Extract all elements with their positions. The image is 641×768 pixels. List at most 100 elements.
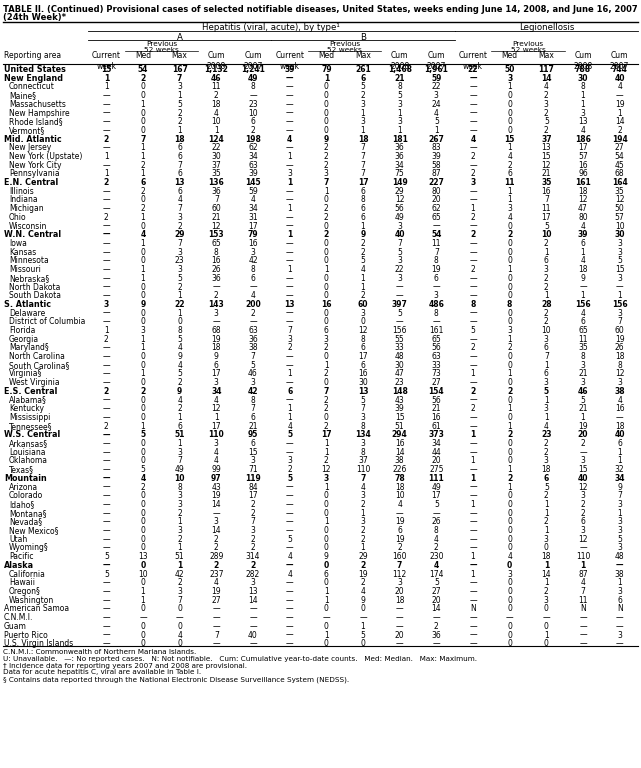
Text: —: — [469, 108, 477, 118]
Text: —: — [469, 335, 477, 344]
Text: —: — [103, 222, 110, 230]
Text: 1: 1 [324, 518, 329, 526]
Text: 13: 13 [542, 144, 551, 152]
Text: —: — [286, 482, 294, 492]
Text: 2: 2 [324, 343, 329, 353]
Text: 1: 1 [470, 456, 476, 465]
Text: —: — [286, 352, 294, 361]
Text: 6: 6 [177, 170, 182, 178]
Text: 314: 314 [246, 552, 260, 561]
Text: 37: 37 [212, 161, 221, 170]
Text: —: — [469, 465, 477, 474]
Text: 30: 30 [358, 378, 368, 387]
Text: 1,132: 1,132 [204, 65, 228, 74]
Text: 20: 20 [395, 587, 404, 596]
Text: 2: 2 [324, 161, 329, 170]
Text: 0: 0 [507, 317, 512, 326]
Text: 1: 1 [544, 578, 549, 588]
Text: Oregon§: Oregon§ [9, 587, 41, 596]
Text: 15: 15 [615, 265, 624, 274]
Text: 1: 1 [140, 587, 146, 596]
Text: 23: 23 [248, 100, 258, 109]
Text: 18: 18 [578, 187, 588, 196]
Text: 49: 49 [175, 465, 185, 474]
Text: 0: 0 [324, 492, 329, 500]
Text: Nevada§: Nevada§ [9, 518, 42, 526]
Text: 3: 3 [177, 248, 182, 257]
Text: 10: 10 [248, 108, 258, 118]
Text: Cum
2007: Cum 2007 [610, 51, 629, 71]
Text: 7: 7 [324, 178, 329, 187]
Text: 17: 17 [358, 352, 368, 361]
Text: 29: 29 [174, 230, 185, 240]
Text: 7: 7 [544, 196, 549, 204]
Text: 4: 4 [434, 108, 439, 118]
Text: —: — [396, 317, 403, 326]
Text: —: — [249, 91, 257, 100]
Text: —: — [286, 108, 294, 118]
Text: 2: 2 [361, 500, 365, 509]
Text: 4: 4 [287, 570, 292, 578]
Text: 0: 0 [324, 274, 329, 283]
Text: 35: 35 [541, 178, 551, 187]
Text: 56: 56 [431, 343, 441, 353]
Text: 227: 227 [428, 178, 444, 187]
Text: 1: 1 [581, 91, 585, 100]
Text: 1: 1 [177, 561, 182, 570]
Text: New Hampshire: New Hampshire [9, 108, 70, 118]
Text: —: — [249, 639, 257, 648]
Text: 154: 154 [429, 387, 444, 396]
Text: 19: 19 [212, 492, 221, 500]
Text: 0: 0 [507, 578, 512, 588]
Text: 4: 4 [177, 361, 182, 370]
Text: 111: 111 [428, 474, 444, 483]
Text: 38: 38 [615, 570, 624, 578]
Text: 7: 7 [177, 239, 182, 248]
Text: 6: 6 [177, 187, 182, 196]
Text: W.S. Central: W.S. Central [4, 430, 60, 439]
Text: 124: 124 [208, 134, 224, 144]
Text: 11: 11 [578, 596, 588, 604]
Text: 14: 14 [248, 596, 258, 604]
Text: 6: 6 [360, 74, 365, 83]
Text: 0: 0 [140, 622, 146, 631]
Text: —: — [286, 274, 294, 283]
Text: —: — [469, 118, 477, 126]
Text: —: — [469, 587, 477, 596]
Text: —: — [433, 613, 440, 622]
Text: 47: 47 [578, 204, 588, 214]
Text: 17: 17 [248, 222, 258, 230]
Text: —: — [103, 309, 110, 318]
Text: 8: 8 [507, 300, 512, 309]
Text: Max: Max [355, 51, 371, 61]
Text: —: — [286, 74, 294, 83]
Text: South Dakota: South Dakota [9, 291, 61, 300]
Text: Med: Med [135, 51, 151, 61]
Text: 36: 36 [431, 631, 441, 640]
Text: 2: 2 [324, 404, 329, 413]
Text: 0: 0 [507, 639, 512, 648]
Text: 16: 16 [578, 161, 588, 170]
Text: 3: 3 [214, 378, 219, 387]
Text: 3: 3 [581, 361, 585, 370]
Text: 0: 0 [324, 239, 329, 248]
Text: 0: 0 [507, 309, 512, 318]
Text: 39: 39 [248, 170, 258, 178]
Text: 6: 6 [287, 387, 292, 396]
Text: 1: 1 [581, 291, 585, 300]
Text: 0: 0 [324, 500, 329, 509]
Text: 16: 16 [358, 369, 368, 379]
Text: District of Columbia: District of Columbia [9, 317, 85, 326]
Text: 1: 1 [214, 126, 219, 135]
Text: 71: 71 [248, 465, 258, 474]
Text: 0: 0 [324, 309, 329, 318]
Text: 65: 65 [431, 213, 441, 222]
Text: 6: 6 [507, 170, 512, 178]
Text: 3: 3 [360, 118, 365, 126]
Text: 1: 1 [470, 430, 476, 439]
Text: 1,241: 1,241 [241, 65, 265, 74]
Text: 0: 0 [507, 622, 512, 631]
Text: 51: 51 [174, 430, 185, 439]
Text: 4: 4 [581, 257, 585, 266]
Text: 3: 3 [507, 204, 512, 214]
